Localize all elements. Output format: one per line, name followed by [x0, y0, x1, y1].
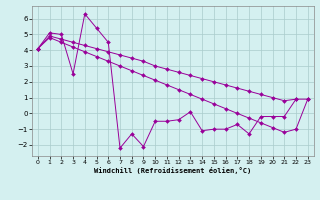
X-axis label: Windchill (Refroidissement éolien,°C): Windchill (Refroidissement éolien,°C) — [94, 167, 252, 174]
